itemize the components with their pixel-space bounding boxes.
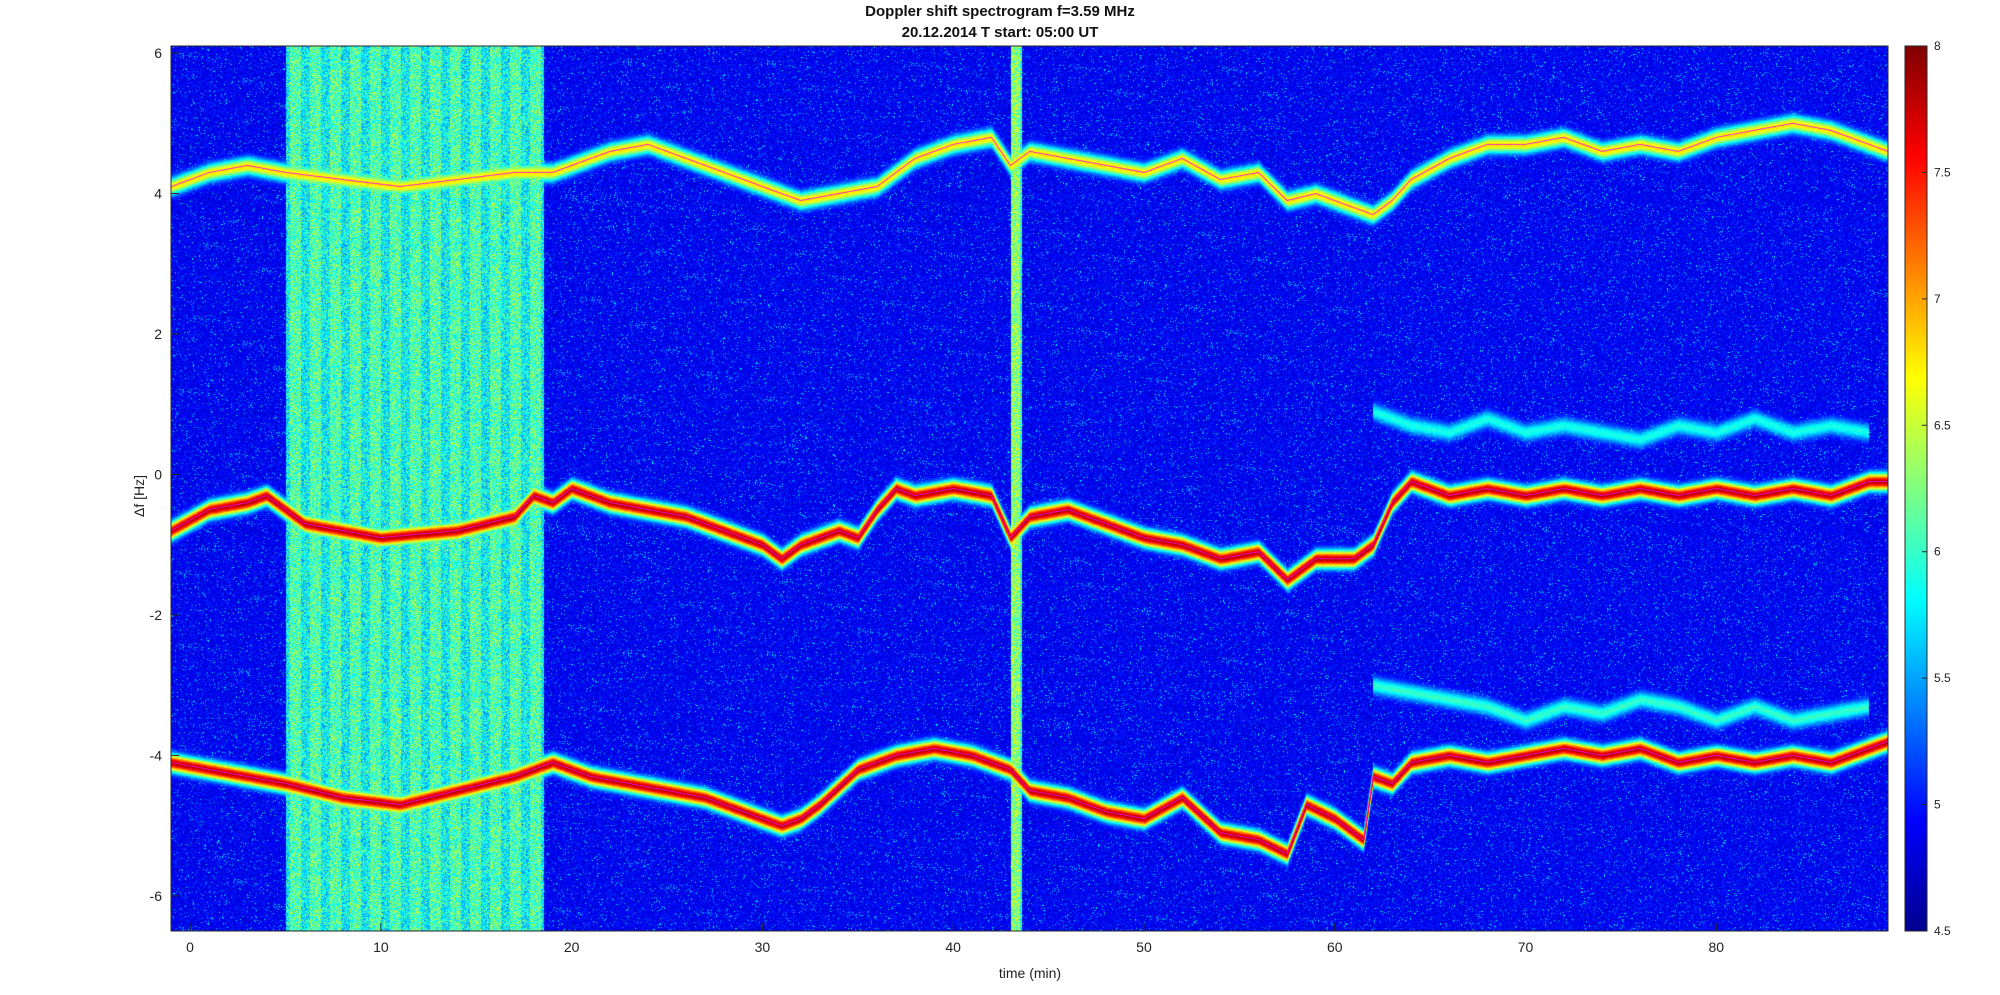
colorbar-tick-label: 4.5 (1934, 924, 1951, 938)
x-tick-label: 60 (1327, 939, 1343, 955)
spectrogram-raster (171, 46, 1888, 931)
series-trace-1 (170, 480, 1888, 581)
x-tick-label: 10 (373, 939, 389, 955)
colorbar-tick-label: 5 (1934, 798, 1941, 812)
x-tick-label: 40 (945, 939, 961, 955)
colorbar: 8 7.5 7 6.5 6 5.5 5 4.5 (1904, 39, 1951, 938)
y-tick-label: 0 (154, 466, 162, 482)
y-axis-label: Δf [Hz] (131, 474, 148, 518)
x-tick-label: 50 (1136, 939, 1152, 955)
series-trace-2 (170, 740, 1889, 855)
colorbar-scale (1904, 45, 1928, 932)
x-tick-label: 80 (1709, 939, 1725, 955)
y-tick-label: -4 (150, 747, 163, 763)
x-axis-label: time (min) (998, 965, 1062, 981)
y-tick-label: -2 (150, 607, 163, 623)
colorbar-tick-label: 7.5 (1934, 165, 1951, 179)
plot-area (170, 46, 1889, 931)
colorbar-tick-label: 5.5 (1934, 671, 1951, 685)
y-tick-label: 4 (154, 186, 162, 202)
y-tick-label: 6 (154, 45, 162, 61)
x-tick-label: 20 (564, 939, 580, 955)
series-trace-3 (170, 122, 1889, 216)
y-tick-label: -6 (150, 888, 163, 904)
plot-frame (170, 45, 1889, 932)
chart-title: Doppler shift spectrogram f=3.59 MHz (865, 3, 1135, 20)
colorbar-tick-label: 6 (1934, 545, 1941, 559)
x-tick-label: 0 (186, 939, 194, 955)
y-tick-label: 2 (154, 326, 162, 342)
colorbar-tick-label: 8 (1934, 39, 1941, 53)
x-tick-label: 30 (755, 939, 771, 955)
x-tick-label: 70 (1518, 939, 1534, 955)
colorbar-tick-label: 7 (1934, 292, 1941, 306)
chart-subtitle: 20.12.2014 T start: 05:00 UT (901, 24, 1099, 41)
colorbar-tick-label: 6.5 (1934, 418, 1951, 432)
